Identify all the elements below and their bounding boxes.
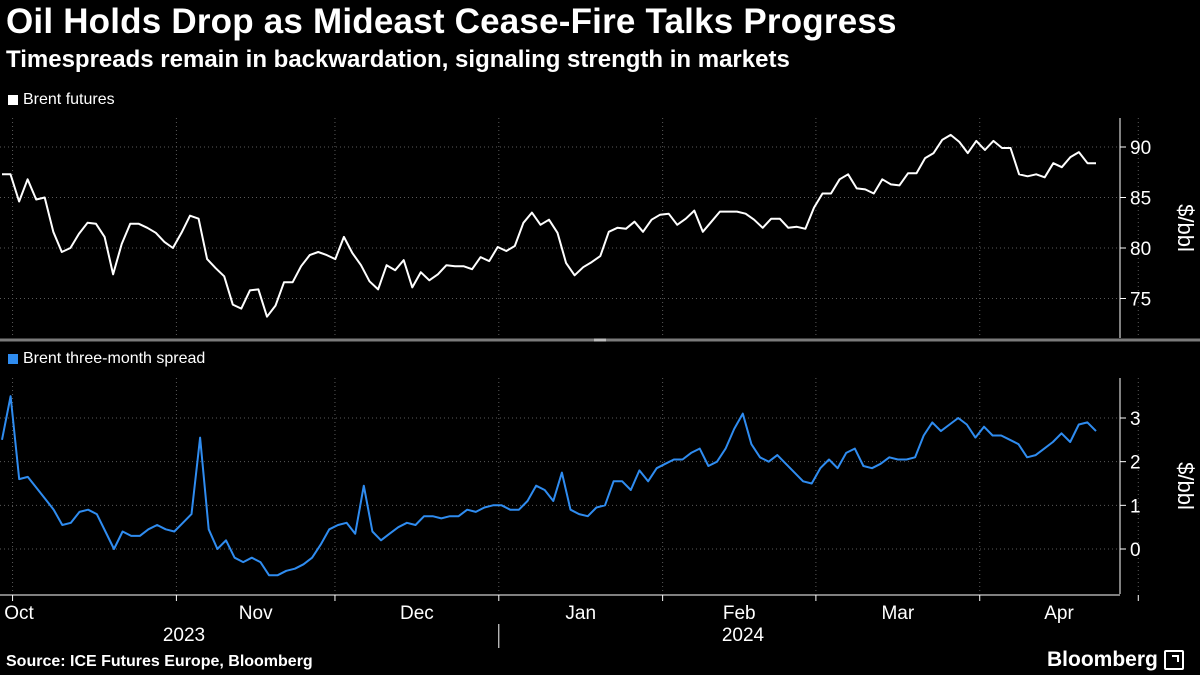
legend-swatch-spread xyxy=(8,354,18,364)
brand-label: Bloomberg xyxy=(1047,648,1158,671)
x-tick-label: Apr xyxy=(1044,603,1074,624)
legend-swatch-brent xyxy=(8,95,18,105)
source-note: Source: ICE Futures Europe, Bloomberg xyxy=(6,653,313,670)
y-tick-label: 1 xyxy=(1130,496,1141,517)
chart-subtitle: Timespreads remain in backwardation, sig… xyxy=(6,46,790,73)
x-tick-label: Nov xyxy=(239,603,273,624)
x-tick-label: Jan xyxy=(565,603,596,624)
y-tick-label: 0 xyxy=(1130,540,1141,561)
share-arrow-icon xyxy=(1163,650,1184,670)
y-tick-label: 75 xyxy=(1130,290,1151,311)
bloomberg-logo: Bloomberg xyxy=(1047,648,1184,672)
y-tick-label: 2 xyxy=(1130,453,1141,474)
x-tick-label: Feb xyxy=(723,603,756,624)
x-tick-label: Mar xyxy=(881,603,914,624)
y-tick-label: 90 xyxy=(1130,138,1151,159)
legend-label-spread: Brent three-month spread xyxy=(23,350,206,367)
legend-brent-spread: Brent three-month spread xyxy=(8,350,205,368)
year-label-2024: 2024 xyxy=(722,625,765,646)
series-line-brent-futures xyxy=(2,133,1096,318)
x-tick-label: Oct xyxy=(4,603,34,624)
series-line-brent-spread xyxy=(1,395,1097,577)
year-label-2023: 2023 xyxy=(163,625,205,646)
x-tick-label: Dec xyxy=(400,603,434,624)
y-axis-label: $/bbl xyxy=(1173,462,1198,510)
legend-label-brent: Brent futures xyxy=(23,91,115,108)
y-tick-label: 85 xyxy=(1130,189,1151,210)
y-tick-label: 80 xyxy=(1130,239,1151,260)
y-axis-label: $/bbl xyxy=(1173,204,1198,252)
legend-brent-futures: Brent futures xyxy=(8,91,115,109)
chart-title: Oil Holds Drop as Mideast Cease-Fire Tal… xyxy=(6,2,897,41)
y-tick-label: 3 xyxy=(1130,409,1141,430)
